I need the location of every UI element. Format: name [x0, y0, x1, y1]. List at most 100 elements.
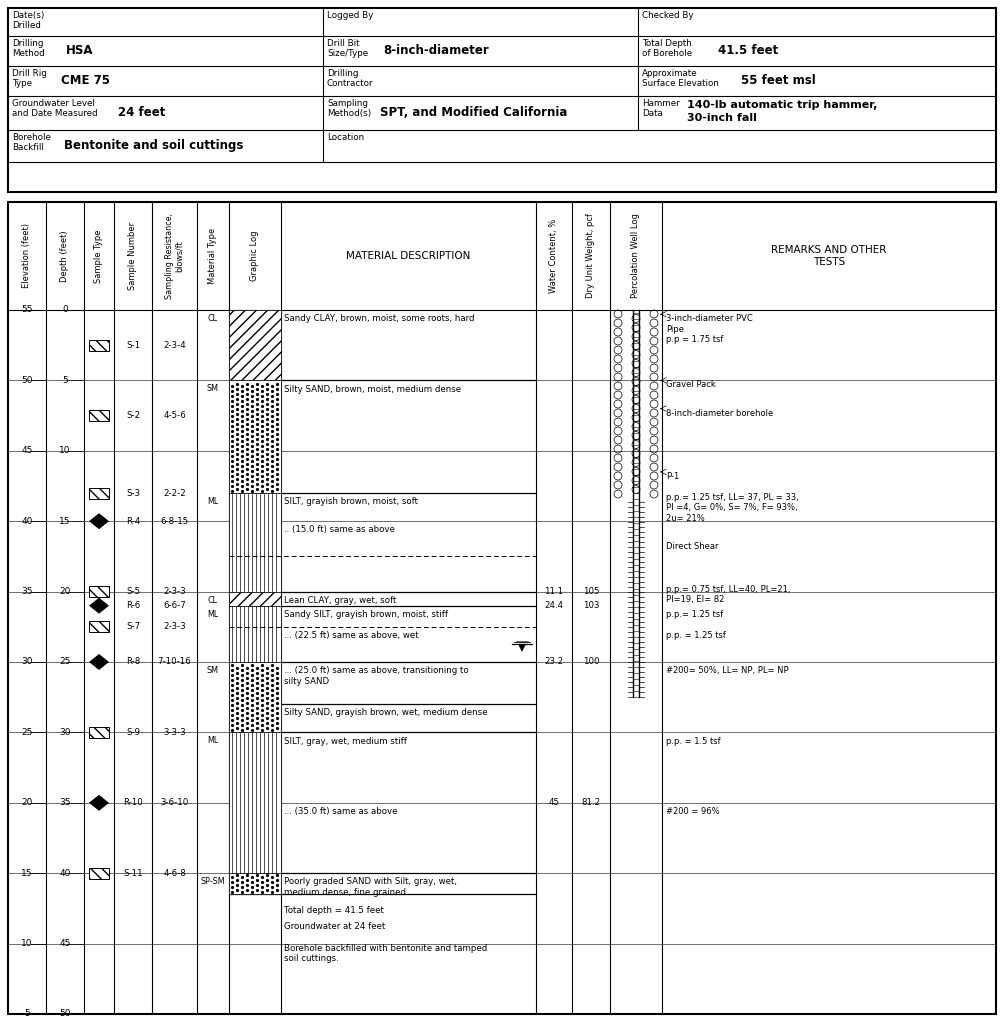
Text: Poorly graded SAND with Silt, gray, wet,
medium dense, fine grained: Poorly graded SAND with Silt, gray, wet,…	[284, 878, 456, 897]
Text: Elevation (feet): Elevation (feet)	[22, 223, 31, 289]
Text: Water Content, %: Water Content, %	[549, 219, 558, 293]
Text: Silty SAND, grayish brown, wet, medium dense: Silty SAND, grayish brown, wet, medium d…	[284, 709, 487, 718]
Text: Location: Location	[327, 133, 364, 142]
Text: p.p. = 1.25 tsf: p.p. = 1.25 tsf	[665, 631, 725, 640]
Text: Material Type: Material Type	[209, 228, 218, 284]
Text: SILT, grayish brown, moist, soft: SILT, grayish brown, moist, soft	[284, 498, 417, 506]
Text: Bentonite and soil cuttings: Bentonite and soil cuttings	[64, 139, 243, 153]
Text: 3-3-3: 3-3-3	[162, 728, 186, 737]
Text: 40: 40	[21, 517, 33, 525]
Bar	[89, 727, 109, 738]
Bar	[229, 380, 281, 493]
Text: 24.4: 24.4	[544, 601, 563, 610]
Text: .. (15.0 ft) same as above: .. (15.0 ft) same as above	[284, 525, 394, 535]
Bar	[89, 410, 109, 421]
Text: 25: 25	[59, 657, 70, 667]
Bar	[229, 662, 281, 732]
Bar	[229, 732, 281, 873]
Text: 15: 15	[59, 517, 70, 525]
Text: 15: 15	[21, 868, 33, 878]
Text: Direct Shear: Direct Shear	[665, 543, 718, 551]
Text: Drilling
Method: Drilling Method	[12, 39, 45, 58]
Bar	[89, 586, 109, 597]
Bar	[229, 605, 281, 662]
Text: 4-6-8: 4-6-8	[162, 868, 186, 878]
Text: 50: 50	[59, 1010, 70, 1019]
Text: 3-inch-diameter PVC
Pipe
p.p = 1.75 tsf: 3-inch-diameter PVC Pipe p.p = 1.75 tsf	[665, 314, 752, 344]
Text: Groundwater at 24 feet: Groundwater at 24 feet	[284, 923, 385, 932]
Text: 40: 40	[59, 868, 70, 878]
Text: 4-5-6: 4-5-6	[162, 411, 186, 420]
Text: 30: 30	[59, 728, 70, 737]
Text: 103: 103	[582, 601, 599, 610]
Text: Total depth = 41.5 feet: Total depth = 41.5 feet	[284, 905, 383, 914]
Bar	[229, 873, 281, 894]
Text: S-1: S-1	[125, 341, 140, 350]
Text: 30-inch fall: 30-inch fall	[686, 113, 756, 123]
Text: 5: 5	[62, 376, 68, 385]
Text: Drilling
Contractor: Drilling Contractor	[327, 69, 373, 88]
Text: 81.2: 81.2	[581, 799, 600, 807]
Text: #200 = 96%: #200 = 96%	[665, 807, 719, 816]
Text: 10: 10	[21, 939, 33, 948]
Text: 24 feet: 24 feet	[118, 106, 165, 120]
Text: 2-3-3: 2-3-3	[162, 623, 186, 632]
Text: S-9: S-9	[125, 728, 139, 737]
Text: Hammer
Data: Hammer Data	[641, 99, 679, 119]
Text: ML: ML	[208, 736, 219, 745]
Text: S-3: S-3	[125, 488, 140, 498]
Bar	[89, 867, 109, 879]
Text: 25: 25	[21, 728, 33, 737]
Text: Sampling Resistance,
blows/ft: Sampling Resistance, blows/ft	[164, 213, 184, 299]
Polygon shape	[518, 644, 526, 652]
Text: 55 feet msl: 55 feet msl	[740, 75, 814, 87]
Text: #200= 50%, LL= NP, PL= NP: #200= 50%, LL= NP, PL= NP	[665, 667, 787, 675]
Bar	[89, 487, 109, 499]
Text: 105: 105	[582, 587, 599, 596]
Bar	[229, 310, 281, 380]
Text: Graphic Log: Graphic Log	[251, 230, 259, 282]
Text: CL: CL	[208, 314, 218, 323]
Text: 35: 35	[21, 587, 33, 596]
Text: CL: CL	[208, 596, 218, 604]
Text: Sample Number: Sample Number	[128, 222, 137, 290]
Text: p.p.= 0.75 tsf, LL=40, PL=21,
PI=19, EI= 82: p.p.= 0.75 tsf, LL=40, PL=21, PI=19, EI=…	[665, 585, 789, 604]
Text: 45: 45	[59, 939, 70, 948]
Text: 5: 5	[24, 1010, 30, 1019]
Text: Checked By: Checked By	[641, 11, 693, 20]
Text: 2-3-3: 2-3-3	[162, 587, 186, 596]
Text: 6-6-7: 6-6-7	[162, 601, 186, 610]
Text: ML: ML	[208, 609, 219, 618]
Text: 3-6-10: 3-6-10	[160, 799, 189, 807]
Text: Gravel Pack: Gravel Pack	[665, 380, 715, 389]
Bar	[229, 493, 281, 592]
Text: 0: 0	[62, 305, 68, 314]
Text: Lean CLAY, gray, wet, soft: Lean CLAY, gray, wet, soft	[284, 596, 396, 605]
Text: 8-inch-diameter borehole: 8-inch-diameter borehole	[665, 409, 772, 418]
Polygon shape	[89, 795, 109, 811]
Text: 20: 20	[59, 587, 70, 596]
Text: Drill Rig
Type: Drill Rig Type	[12, 69, 47, 88]
Text: ... (22.5 ft) same as above, wet: ... (22.5 ft) same as above, wet	[284, 631, 418, 640]
Text: Borehole backfilled with bentonite and tamped
soil cuttings.: Borehole backfilled with bentonite and t…	[284, 943, 486, 963]
Text: Sandy SILT, grayish brown, moist, stiff: Sandy SILT, grayish brown, moist, stiff	[284, 610, 447, 618]
Text: Logged By: Logged By	[327, 11, 373, 20]
Text: Sampling
Method(s): Sampling Method(s)	[327, 99, 371, 119]
Text: Date(s)
Drilled: Date(s) Drilled	[12, 11, 44, 31]
Text: 55: 55	[21, 305, 33, 314]
Text: R-8: R-8	[125, 657, 140, 667]
Text: Groundwater Level
and Date Measured: Groundwater Level and Date Measured	[12, 99, 97, 119]
Text: Dry Unit Weight, pcf: Dry Unit Weight, pcf	[586, 213, 595, 299]
Text: S-11: S-11	[123, 868, 142, 878]
Polygon shape	[89, 654, 109, 670]
Polygon shape	[89, 598, 109, 613]
Text: 140-lb automatic trip hammer,: 140-lb automatic trip hammer,	[686, 100, 877, 110]
Text: 100: 100	[582, 657, 599, 667]
Text: p.p. = 1.5 tsf: p.p. = 1.5 tsf	[665, 736, 720, 745]
Text: CME 75: CME 75	[61, 75, 110, 87]
Text: Percolation Well Log: Percolation Well Log	[631, 214, 640, 298]
Text: 6-8-15: 6-8-15	[160, 517, 189, 525]
Text: 41.5 feet: 41.5 feet	[717, 44, 777, 57]
Text: 11.1: 11.1	[544, 587, 563, 596]
Text: 7-10-16: 7-10-16	[157, 657, 192, 667]
